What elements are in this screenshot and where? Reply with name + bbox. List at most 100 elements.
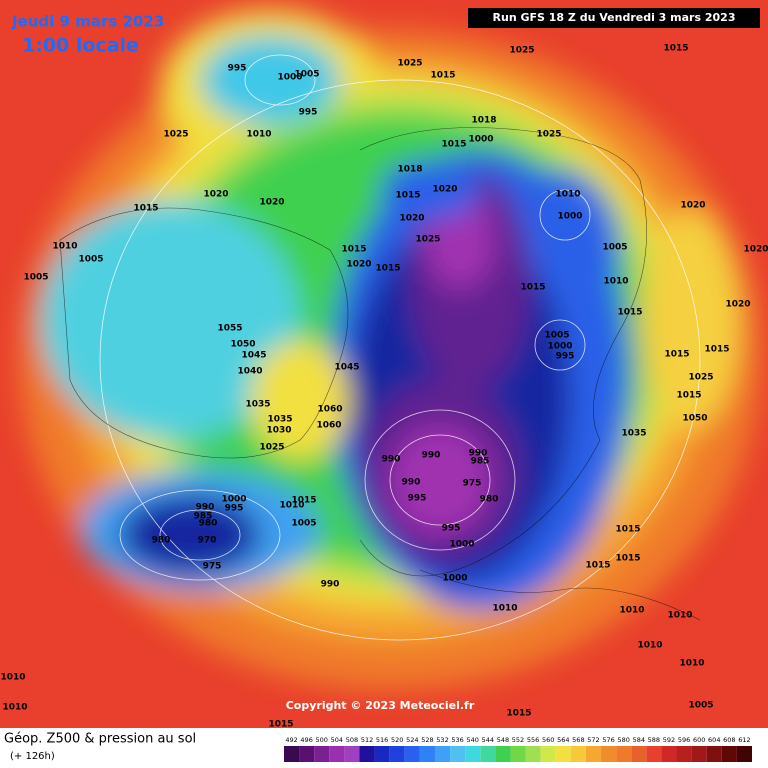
coastlines [59, 127, 701, 621]
isobar-label: 1005 [544, 331, 569, 341]
isobar-label: 1015 [395, 191, 420, 201]
legend-label: 548 [497, 736, 509, 744]
isobar-label: 995 [225, 504, 244, 514]
isobar-label: 1015 [375, 264, 400, 274]
isobar-label: 1060 [316, 421, 341, 431]
isobar-label: 995 [408, 494, 427, 504]
legend-label: 572 [587, 736, 599, 744]
isobar-label: 1020 [203, 190, 228, 200]
legend-label: 528 [421, 736, 433, 744]
isobar-label: 980 [199, 519, 218, 529]
legend-swatch [404, 746, 420, 762]
isobar-label: 1018 [397, 165, 422, 175]
isobar-label: 985 [471, 457, 490, 467]
legend-label: 524 [406, 736, 418, 744]
run-label: Run GFS 18 Z du Vendredi 3 mars 2023 [493, 11, 736, 24]
isobar-lines [99, 54, 701, 641]
isobar-label: 1010 [679, 659, 704, 669]
legend-label: 600 [693, 736, 705, 744]
valid-date: Jeudi 9 mars 2023 [11, 13, 164, 31]
legend-swatch [434, 746, 451, 762]
legend-label: 504 [331, 736, 343, 744]
legend-swatch [555, 746, 571, 762]
isobar-label: 1010 [492, 604, 517, 614]
legend-label: 496 [300, 736, 312, 744]
legend-swatch [389, 746, 405, 762]
legend-swatch [601, 746, 617, 762]
isobar-label: 970 [198, 536, 217, 546]
valid-time: 1:00 locale [22, 35, 139, 57]
isobar-label: 1050 [682, 414, 707, 424]
footer-lead: (+ 126h) [10, 751, 55, 762]
isobar-label: 1010 [667, 611, 692, 621]
isobar-label: 975 [463, 479, 482, 489]
legend-label: 544 [482, 736, 494, 744]
legend-swatch [419, 746, 435, 762]
isobar-label: 1015 [664, 350, 689, 360]
isobar-label: 1020 [725, 300, 750, 310]
legend-label: 516 [376, 736, 388, 744]
isobar-label: 990 [469, 449, 488, 459]
isobar-label: 1050 [230, 340, 255, 350]
legend-label: 536 [451, 736, 463, 744]
isobar-label: 995 [299, 108, 318, 118]
color-legend: 492 496 500 504 508 512 516 520 524 528 532 536 540 5… [284, 736, 752, 762]
legend-label: 512 [361, 736, 373, 744]
isobar-label: 1035 [245, 400, 270, 410]
isobar-label: 1010 [619, 606, 644, 616]
legend-swatch [616, 746, 632, 762]
legend-label: 532 [436, 736, 448, 744]
isobar-label: 1025 [397, 59, 422, 69]
legend-swatch [299, 746, 315, 762]
isobar-label: 1005 [291, 519, 316, 529]
isobar-label: 1000 [442, 574, 467, 584]
isobar-label: 1015 [663, 44, 688, 54]
isobar-label: 1010 [2, 703, 27, 713]
isobar-label: 1000 [468, 135, 493, 145]
isobar-label: 1018 [471, 116, 496, 126]
legend-swatch [284, 746, 300, 762]
isobar-label: 1060 [317, 405, 342, 415]
legend-label: 576 [602, 736, 614, 744]
isobar-label: 1020 [743, 245, 768, 255]
isobar-label: 1010 [555, 190, 580, 200]
isobar-label: 1015 [704, 345, 729, 355]
legend-swatch [374, 746, 390, 762]
legend-swatch [706, 746, 722, 762]
legend-label: 492 [285, 736, 297, 744]
isobar-label: 995 [228, 64, 247, 74]
isobar-label: 1015 [676, 391, 701, 401]
isobar-label: 1010 [246, 130, 271, 140]
legend-label: 508 [346, 736, 358, 744]
isobar-label: 1025 [259, 443, 284, 453]
legend-label: 608 [723, 736, 735, 744]
isobar-label: 1045 [334, 363, 359, 373]
isobar-label: 1025 [163, 130, 188, 140]
legend-swatch [329, 746, 345, 762]
isobar-label: 980 [480, 495, 499, 505]
footer-title: Géop. Z500 & pression au sol [4, 732, 196, 747]
isobar-label: 980 [152, 536, 171, 546]
legend-swatch [585, 746, 602, 762]
copyright: Copyright © 2023 Meteociel.fr [286, 699, 475, 712]
isobar-label: 1000 [277, 73, 302, 83]
legend-label: 596 [678, 736, 690, 744]
legend-label: 556 [527, 736, 539, 744]
legend-label: 592 [663, 736, 675, 744]
isobar-label: 1015 [441, 140, 466, 150]
isobar-label: 1015 [615, 525, 640, 535]
legend-label: 568 [572, 736, 584, 744]
isobar-label: 1055 [217, 324, 242, 334]
isobar-label: 1010 [279, 501, 304, 511]
isobar-label: 1015 [506, 709, 531, 719]
legend-label: 520 [391, 736, 403, 744]
isobar-label: 1025 [688, 373, 713, 383]
isobar-label: 1015 [617, 308, 642, 318]
isobar-label: 1020 [399, 214, 424, 224]
run-box [468, 8, 760, 28]
isobar-label: 1015 [133, 204, 158, 214]
isobar-label: 1015 [291, 496, 316, 506]
legend-swatch [661, 746, 677, 762]
legend-swatch [525, 746, 541, 762]
